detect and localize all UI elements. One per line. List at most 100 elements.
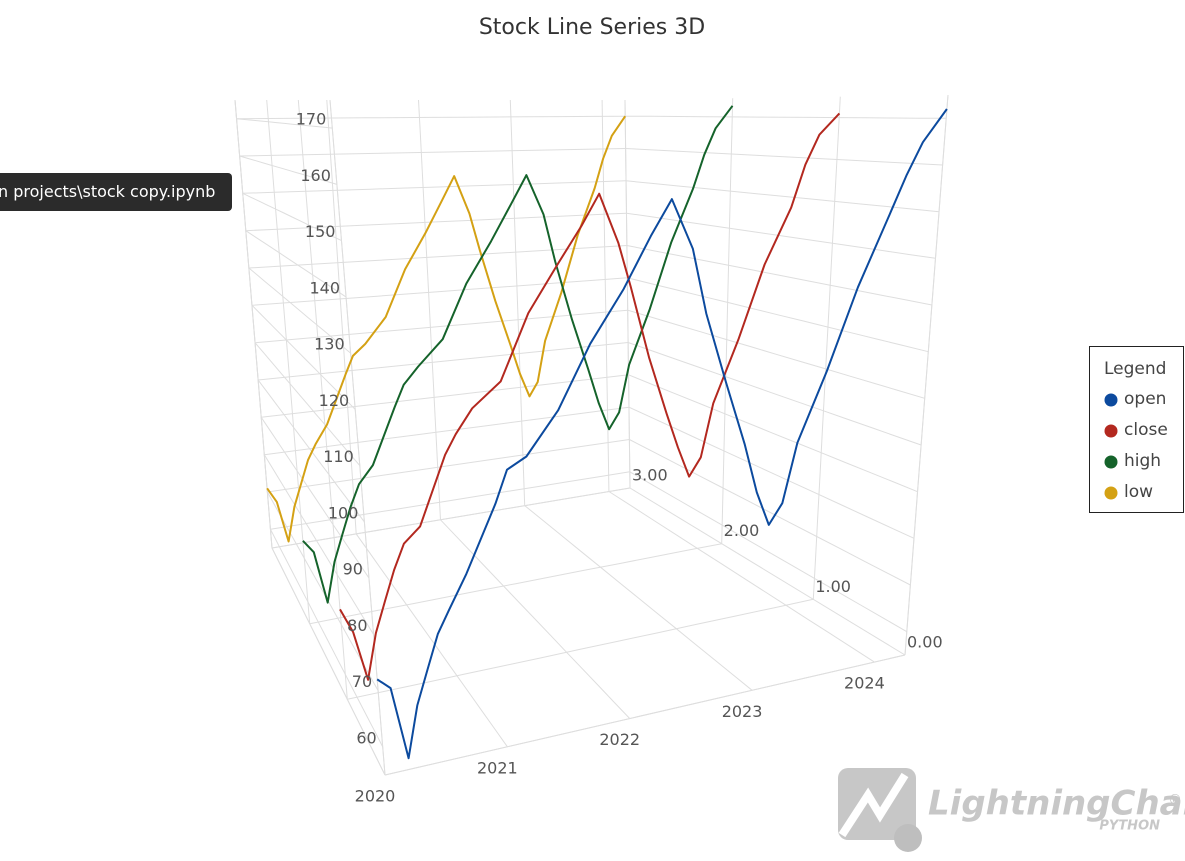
grid-line [271, 547, 386, 776]
grid-line [260, 417, 370, 579]
watermark: LightningChart ® PYTHON [838, 768, 1185, 852]
watermark-sub: PYTHON [1099, 819, 1160, 834]
y-tick-label: 70 [352, 672, 372, 691]
x-tick-label: 2022 [599, 730, 640, 749]
grid-line [266, 491, 379, 691]
grid-line [418, 99, 441, 520]
grid-line [347, 598, 814, 700]
grid-line [326, 99, 357, 534]
y-tick-label: 160 [300, 166, 331, 185]
grid-line [309, 543, 722, 625]
watermark-mark: ® [1168, 792, 1182, 808]
legend-svg: Legend open close high low [1104, 359, 1168, 502]
grid-line [329, 99, 386, 776]
grid-line [236, 115, 626, 120]
y-tick-label: 150 [305, 222, 336, 241]
legend-label: open [1124, 389, 1166, 409]
legend-marker [1104, 455, 1118, 469]
grid-line [608, 491, 875, 663]
y-tick-label: 100 [328, 503, 359, 522]
grid-line [509, 99, 526, 506]
box-edge [629, 487, 906, 656]
grid-line [524, 505, 753, 691]
x-tick-label: 2021 [477, 758, 518, 777]
grid-line [624, 99, 631, 489]
series-line [266, 115, 627, 543]
grid-line [270, 529, 384, 748]
grid-line [267, 439, 630, 493]
grid-line [245, 230, 347, 298]
grid-line [627, 277, 929, 353]
grid-line [629, 439, 911, 586]
grid-line [812, 96, 841, 600]
legend-marker [1104, 424, 1118, 438]
plot-area [266, 105, 948, 760]
z-tick-label: 1.00 [815, 577, 851, 596]
grid-line [271, 487, 631, 549]
x-tick-label: 2024 [844, 674, 885, 693]
legend-marker [1104, 486, 1118, 500]
series-line [339, 112, 841, 681]
watermark-logo-python [894, 824, 922, 852]
y-tick-label: 130 [314, 335, 345, 354]
grid-line [251, 277, 628, 306]
grid-line [297, 99, 348, 700]
grid-line [236, 118, 333, 129]
grid-line [254, 342, 361, 466]
z-tick-label: 3.00 [632, 466, 668, 485]
grid-line [625, 148, 943, 166]
series-line [302, 105, 734, 604]
grid-line [270, 471, 630, 530]
grid-line [263, 454, 374, 635]
grid-line [721, 98, 734, 544]
grid-line [261, 374, 629, 418]
grid-line [384, 654, 906, 776]
watermark-logo-bolt [838, 772, 909, 838]
grid [234, 94, 949, 776]
legend-title: Legend [1104, 359, 1166, 379]
grid-line [254, 309, 628, 344]
grid-line [626, 212, 936, 259]
y-tick-label: 60 [356, 728, 376, 747]
legend-label: high [1124, 451, 1161, 471]
legend-label: close [1124, 420, 1168, 440]
grid-line [266, 99, 311, 624]
grid-line [264, 406, 630, 456]
y-tick-label: 120 [319, 391, 350, 410]
y-tick-label: 140 [309, 278, 340, 297]
y-tick-label: 90 [343, 560, 363, 579]
legend: Legend open close high low [1089, 346, 1184, 513]
legend-marker [1104, 393, 1118, 407]
z-tick-label: 2.00 [724, 521, 760, 540]
series-line [376, 108, 948, 760]
grid-line [355, 533, 508, 748]
grid-line [626, 245, 932, 306]
tooltip: n projects\stock copy.ipynb [0, 173, 232, 211]
grid-line [234, 99, 273, 549]
x-tick-label: 2020 [355, 787, 396, 806]
grid-line [627, 309, 925, 399]
grid-line [627, 342, 922, 446]
axis-labels: 60 70 80 90 100 110 120 130 140 150 160 170 2020 2021… [296, 110, 943, 806]
y-tick-label: 80 [347, 616, 367, 635]
legend-label: low [1124, 482, 1153, 502]
grid-line [239, 148, 626, 157]
y-tick-label: 170 [296, 110, 327, 129]
grid-line [440, 519, 631, 719]
grid-line [628, 406, 915, 539]
watermark-brand: LightningChart [928, 784, 1185, 824]
grid-line [242, 180, 627, 194]
grid-line [242, 192, 342, 242]
z-tick-label: 0.00 [907, 633, 943, 652]
grid-line [625, 115, 947, 119]
y-tick-label: 110 [323, 447, 354, 466]
chart-title: Stock Line Series 3D [479, 15, 705, 40]
x-tick-label: 2023 [722, 702, 763, 721]
grid-line [629, 471, 908, 633]
grid-line [239, 155, 338, 185]
grid-line [248, 267, 351, 354]
grid-line [625, 180, 940, 213]
grid-line [628, 374, 918, 493]
